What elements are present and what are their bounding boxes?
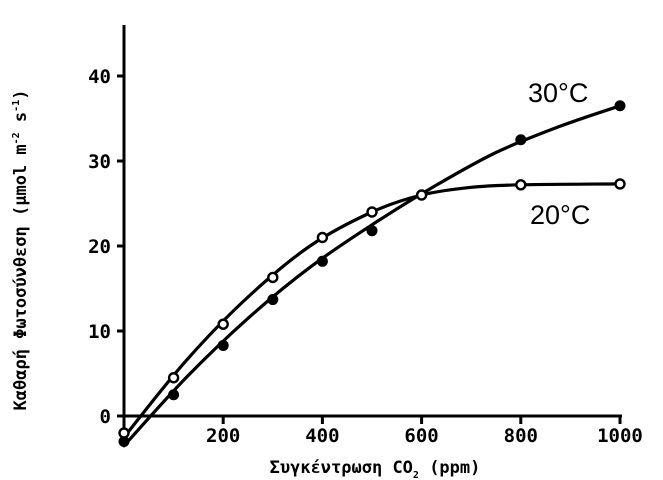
axes xyxy=(122,25,622,442)
points xyxy=(118,100,626,447)
point-20c xyxy=(267,271,279,284)
y-tick-label: 30 xyxy=(88,151,111,173)
y-tick-label: 10 xyxy=(88,321,111,343)
point-30c xyxy=(267,294,279,306)
point-20c xyxy=(316,231,329,244)
y-tick-label: 20 xyxy=(88,236,111,258)
point-30c xyxy=(366,225,378,237)
x-tick-label: 800 xyxy=(504,425,538,447)
point-30c xyxy=(168,389,180,401)
point-20c xyxy=(515,179,527,191)
y-tick-label: 40 xyxy=(88,66,111,88)
point-20c xyxy=(366,206,378,218)
x-ticks: 200 400 600 800 1000 xyxy=(206,416,643,447)
point-20c xyxy=(217,318,229,330)
y-tick-label: 0 xyxy=(100,406,111,428)
point-30c xyxy=(316,255,328,267)
y-axis-title: Καθαρή Φωτοσύνθεση (μmol m-2 s-1) xyxy=(11,90,31,411)
series-label-20c: 20°C xyxy=(530,200,590,230)
curve-30c xyxy=(122,104,622,448)
point-20c xyxy=(118,427,130,439)
curves xyxy=(122,104,622,448)
x-tick-label: 1000 xyxy=(597,425,643,447)
y-ticks: 0 10 20 30 40 xyxy=(88,66,124,428)
x-tick-label: 600 xyxy=(404,425,438,447)
x-tick-label: 200 xyxy=(206,425,240,447)
x-axis-title: Συγκέντρωση CO2 (ppm) xyxy=(270,458,481,480)
point-30c xyxy=(217,339,229,351)
curve-20c xyxy=(122,182,622,439)
point-20c xyxy=(415,189,428,201)
point-20c xyxy=(167,372,180,384)
x-tick-label: 400 xyxy=(305,425,339,447)
series-label-30c: 30°C xyxy=(528,78,588,108)
point-30c xyxy=(614,100,626,112)
point-20c xyxy=(614,178,626,190)
point-30c xyxy=(515,134,527,146)
